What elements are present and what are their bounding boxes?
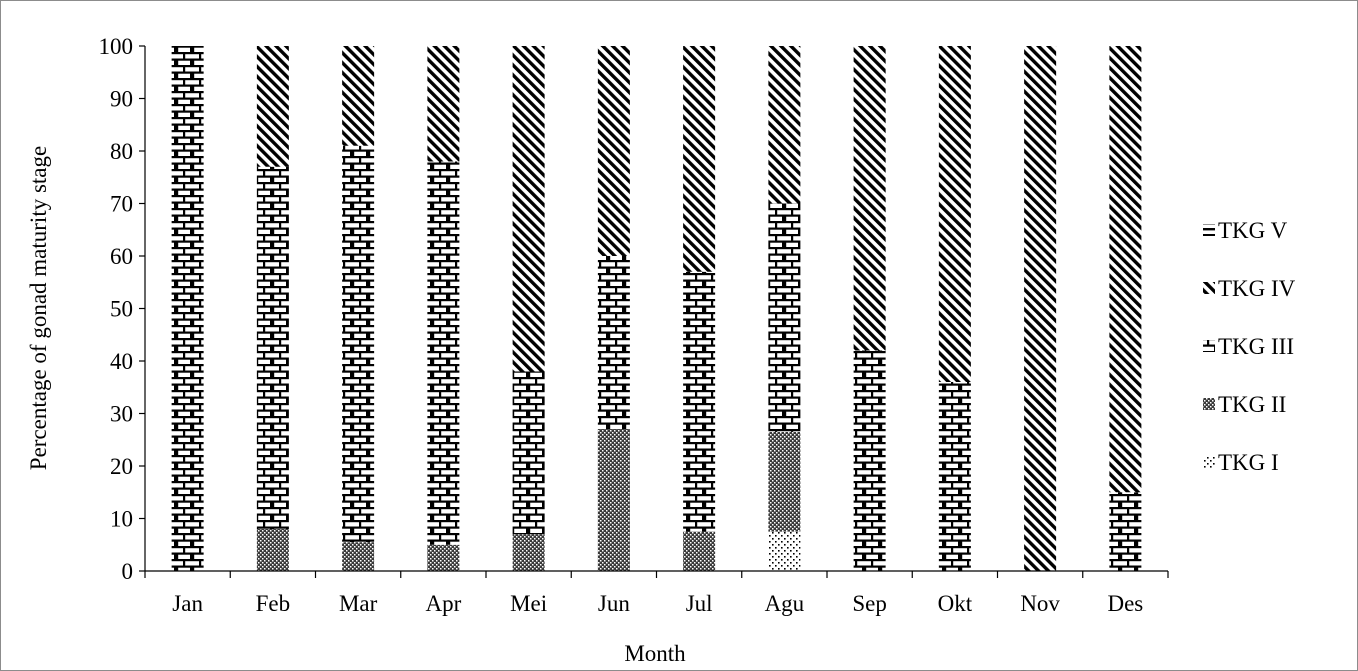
- x-tick-label: Feb: [256, 591, 291, 616]
- y-tick-label: 70: [110, 192, 133, 217]
- y-tick-label: 80: [110, 139, 133, 164]
- bar-segment-tkg-iv-jul: [683, 46, 716, 272]
- y-tick-label: 10: [110, 507, 133, 532]
- bar-segment-tkg-iv-des: [1109, 46, 1142, 493]
- legend-swatch-tkg-ii: [1203, 398, 1215, 410]
- x-tick-label: Mar: [339, 591, 378, 616]
- bar-segment-tkg-iii-jul: [683, 271, 716, 532]
- bar-segment-tkg-ii-feb: [256, 529, 289, 571]
- x-tick-label: Nov: [1020, 591, 1060, 616]
- y-axis-title: Percentage of gonad maturity stage: [26, 146, 51, 470]
- x-tick-label: Jun: [598, 591, 630, 616]
- legend-label-tkg-iii: TKG III: [1218, 334, 1294, 359]
- legend-swatch-tkg-i: [1203, 456, 1215, 468]
- legend-swatch-tkg-iv: [1203, 282, 1215, 294]
- bar-segment-tkg-iv-jun: [597, 46, 630, 256]
- x-tick-label: Mei: [510, 591, 547, 616]
- bar-segment-tkg-iii-okt: [938, 382, 971, 571]
- bar-segment-tkg-iii-apr: [427, 161, 460, 545]
- legend-label-tkg-i: TKG I: [1218, 450, 1279, 475]
- bars-group: [171, 46, 1142, 571]
- bar-segment-tkg-ii-mar: [342, 542, 375, 571]
- y-ticks-group: 0 10 20 30 40 50 60 70 80 90 100: [99, 34, 145, 584]
- x-tick-label: Okt: [938, 591, 973, 616]
- bar-segment-tkg-ii-agu: [768, 431, 801, 532]
- legend: TKG V TKG IV TKG III TKG II TKG I: [1203, 218, 1296, 475]
- bar-segment-tkg-iii-sep: [853, 350, 886, 571]
- y-tick-label: 30: [110, 402, 133, 427]
- y-tick-label: 40: [110, 349, 133, 374]
- y-tick-label: 100: [99, 34, 134, 59]
- bar-segment-tkg-iv-feb: [256, 46, 289, 167]
- y-tick-label: 50: [110, 297, 133, 322]
- bar-segment-tkg-iii-mar: [342, 145, 375, 543]
- bar-segment-tkg-iii-agu: [768, 203, 801, 432]
- x-axis-title: Month: [624, 641, 686, 666]
- legend-label-tkg-v: TKG V: [1218, 218, 1288, 243]
- bar-segment-tkg-iv-mar: [342, 46, 375, 146]
- bar-segment-tkg-iii-jun: [597, 256, 630, 430]
- x-tick-label: Des: [1107, 591, 1143, 616]
- legend-label-tkg-iv: TKG IV: [1218, 276, 1296, 301]
- bar-segment-tkg-ii-jul: [683, 531, 716, 571]
- x-ticks-group: Jan Feb Mar Apr Mei Jun Jul Agu Sep Okt Nov Des: [144, 571, 1169, 616]
- bar-segment-tkg-iv-nov: [1024, 46, 1057, 571]
- legend-swatch-tkg-v: [1203, 224, 1215, 236]
- legend-swatch-tkg-iii: [1203, 340, 1215, 352]
- x-tick-label: Jul: [686, 591, 713, 616]
- y-tick-label: 60: [110, 244, 133, 269]
- bar-segment-tkg-iv-sep: [853, 46, 886, 351]
- x-tick-label: Agu: [765, 591, 805, 616]
- bar-segment-tkg-iii-des: [1109, 492, 1142, 571]
- bar-segment-tkg-iv-agu: [768, 46, 801, 204]
- bar-segment-tkg-iii-feb: [256, 166, 289, 529]
- axes-group: [144, 46, 1168, 572]
- bar-segment-tkg-ii-jun: [597, 429, 630, 571]
- y-tick-label: 20: [110, 454, 133, 479]
- y-tick-label: 0: [122, 559, 134, 584]
- bar-segment-tkg-iv-apr: [427, 46, 460, 162]
- bar-segment-tkg-ii-apr: [427, 544, 460, 571]
- x-tick-label: Sep: [852, 591, 887, 616]
- bar-segment-tkg-iv-mei: [512, 46, 545, 372]
- x-tick-label: Apr: [425, 591, 461, 616]
- bar-segment-tkg-iv-okt: [938, 46, 971, 382]
- bar-segment-tkg-iii-jan: [171, 46, 204, 571]
- bar-segment-tkg-ii-mei: [512, 534, 545, 571]
- bar-segment-tkg-i-agu: [768, 531, 801, 571]
- bar-segment-tkg-iii-mei: [512, 371, 545, 535]
- y-tick-label: 90: [110, 87, 133, 112]
- legend-label-tkg-ii: TKG II: [1218, 392, 1286, 417]
- x-tick-label: Jan: [172, 591, 203, 616]
